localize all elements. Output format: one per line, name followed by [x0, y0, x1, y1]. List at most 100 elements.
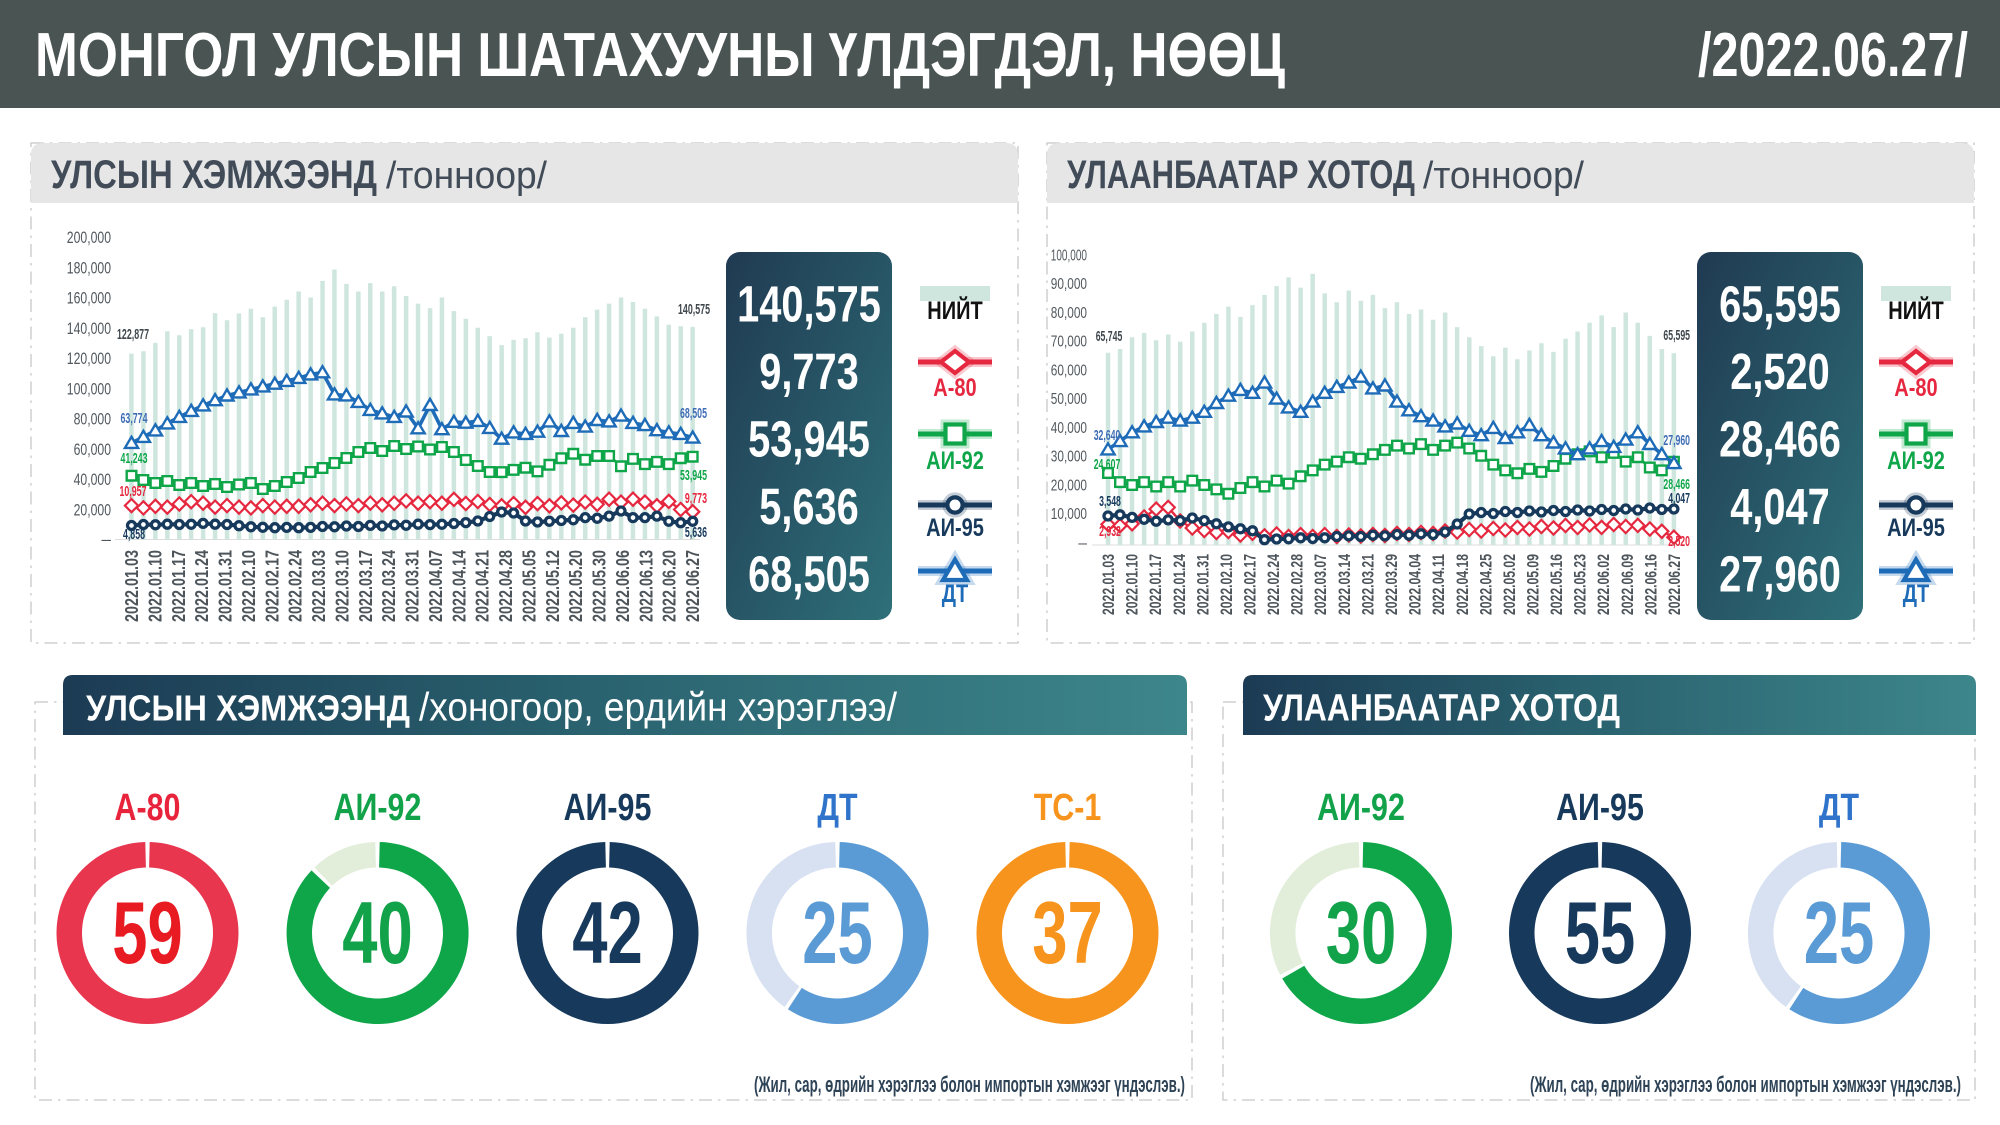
svg-text:2022.06.09: 2022.06.09 — [1619, 554, 1637, 615]
svg-text:180,000: 180,000 — [67, 258, 111, 277]
svg-text:2022.06.27: 2022.06.27 — [1666, 554, 1684, 615]
svg-text:42: 42 — [572, 883, 643, 982]
svg-text:2022.01.03: 2022.01.03 — [122, 550, 142, 622]
svg-text:2022.06.06: 2022.06.06 — [613, 550, 633, 622]
svg-text:2022.02.17: 2022.02.17 — [262, 550, 282, 622]
svg-text:ДТ: ДТ — [1903, 580, 1930, 608]
svg-text:60,000: 60,000 — [74, 440, 111, 459]
svg-text:2022.04.28: 2022.04.28 — [496, 550, 516, 622]
svg-text:37: 37 — [1032, 883, 1103, 982]
svg-text:28,466: 28,466 — [1719, 411, 1841, 468]
svg-text:3,548: 3,548 — [1099, 493, 1121, 510]
svg-text:65,745: 65,745 — [1096, 328, 1123, 345]
svg-text:2022.02.10: 2022.02.10 — [1218, 554, 1236, 615]
svg-text:27,960: 27,960 — [1663, 432, 1690, 449]
svg-text:20,000: 20,000 — [74, 500, 111, 519]
svg-text:АИ-95: АИ-95 — [1887, 514, 1945, 542]
svg-text:90,000: 90,000 — [1051, 276, 1087, 293]
svg-text:30: 30 — [1326, 883, 1397, 982]
svg-text:65,595: 65,595 — [1663, 327, 1690, 344]
svg-text:2022.03.17: 2022.03.17 — [356, 550, 376, 622]
svg-text:2022.04.14: 2022.04.14 — [449, 550, 469, 622]
svg-text:НИЙТ: НИЙТ — [1888, 295, 1943, 325]
svg-text:2,932: 2,932 — [1099, 523, 1121, 540]
svg-text:/хоногоор, ердийн хэрэглээ/: /хоногоор, ердийн хэрэглээ/ — [419, 686, 898, 730]
svg-text:АИ-92: АИ-92 — [1887, 447, 1945, 475]
svg-text:24,607: 24,607 — [1094, 456, 1121, 473]
svg-text:53,945: 53,945 — [748, 411, 870, 468]
svg-text:2022.01.24: 2022.01.24 — [192, 550, 212, 622]
svg-text:(Жил, сар, өдрийн хэрэглээ бол: (Жил, сар, өдрийн хэрэглээ болон импорты… — [754, 1072, 1185, 1097]
svg-text:2,520: 2,520 — [1730, 343, 1830, 400]
svg-text:НИЙТ: НИЙТ — [927, 295, 982, 325]
svg-text:2022.04.25: 2022.04.25 — [1477, 554, 1495, 615]
svg-text:80,000: 80,000 — [74, 410, 111, 429]
svg-text:2022.03.03: 2022.03.03 — [309, 550, 329, 622]
svg-text:А-80: А-80 — [115, 787, 181, 829]
svg-text:50,000: 50,000 — [1051, 391, 1087, 408]
svg-text:30,000: 30,000 — [1051, 449, 1087, 466]
svg-text:УЛААНБААТАР ХОТОД: УЛААНБААТАР ХОТОД — [1067, 153, 1415, 197]
svg-text:–: – — [1078, 535, 1087, 552]
svg-text:10,957: 10,957 — [120, 484, 147, 500]
svg-text:140,575: 140,575 — [737, 276, 881, 333]
svg-text:/тонноор/: /тонноор/ — [386, 155, 547, 197]
svg-text:140,000: 140,000 — [67, 319, 111, 338]
svg-text:АИ-95: АИ-95 — [1556, 787, 1644, 829]
svg-text:25: 25 — [1804, 883, 1875, 982]
svg-text:27,960: 27,960 — [1719, 546, 1841, 603]
svg-text:4,858: 4,858 — [123, 527, 145, 543]
svg-text:2022.05.05: 2022.05.05 — [519, 550, 539, 622]
svg-text:2022.04.07: 2022.04.07 — [426, 550, 446, 622]
svg-text:2,520: 2,520 — [1668, 533, 1690, 550]
svg-text:2022.01.24: 2022.01.24 — [1171, 553, 1189, 615]
svg-text:2022.04.21: 2022.04.21 — [473, 550, 493, 622]
svg-text:2022.01.10: 2022.01.10 — [145, 550, 165, 622]
svg-text:100,000: 100,000 — [67, 379, 111, 398]
svg-text:2022.06.02: 2022.06.02 — [1595, 554, 1613, 615]
svg-text:УЛСЫН ХЭМЖЭЭНД: УЛСЫН ХЭМЖЭЭНД — [51, 153, 377, 197]
svg-text:122,877: 122,877 — [117, 327, 149, 343]
svg-text:55: 55 — [1565, 883, 1636, 982]
svg-text:2022.03.24: 2022.03.24 — [379, 550, 399, 622]
svg-text:2022.01.17: 2022.01.17 — [169, 550, 189, 622]
svg-text:2022.01.03: 2022.01.03 — [1100, 554, 1118, 615]
svg-text:АИ-92: АИ-92 — [926, 447, 984, 475]
svg-text:65,595: 65,595 — [1719, 276, 1841, 333]
svg-text:/тонноор/: /тонноор/ — [1423, 155, 1584, 197]
svg-text:40,000: 40,000 — [1051, 420, 1087, 437]
svg-text:2022.03.21: 2022.03.21 — [1359, 554, 1377, 615]
svg-text:2022.04.18: 2022.04.18 — [1454, 554, 1472, 615]
svg-text:70,000: 70,000 — [1051, 334, 1087, 351]
svg-text:2022.05.30: 2022.05.30 — [590, 550, 610, 622]
svg-text:2022.03.29: 2022.03.29 — [1383, 554, 1401, 615]
svg-text:120,000: 120,000 — [67, 349, 111, 368]
svg-text:ДТ: ДТ — [942, 580, 969, 608]
svg-text:20,000: 20,000 — [1051, 477, 1087, 494]
svg-text:2022.05.02: 2022.05.02 — [1501, 554, 1519, 615]
svg-text:68,505: 68,505 — [680, 406, 707, 422]
svg-text:ДТ: ДТ — [1819, 787, 1859, 829]
svg-text:40,000: 40,000 — [74, 470, 111, 489]
svg-text:2022.02.24: 2022.02.24 — [1265, 553, 1283, 615]
svg-text:2022.03.07: 2022.03.07 — [1312, 554, 1330, 615]
svg-text:2022.01.17: 2022.01.17 — [1147, 554, 1165, 615]
svg-text:2022.05.09: 2022.05.09 — [1525, 554, 1543, 615]
svg-text:АИ-95: АИ-95 — [926, 514, 984, 542]
svg-text:2022.06.27: 2022.06.27 — [683, 550, 703, 622]
svg-text:2022.02.28: 2022.02.28 — [1289, 554, 1307, 615]
svg-text:2022.01.31: 2022.01.31 — [216, 550, 236, 622]
svg-text:41,243: 41,243 — [121, 451, 148, 467]
svg-text:2022.05.12: 2022.05.12 — [543, 550, 563, 622]
svg-text:АИ-92: АИ-92 — [1317, 787, 1405, 829]
svg-text:/2022.06.27/: /2022.06.27/ — [1698, 21, 1968, 90]
svg-text:А-80: А-80 — [1894, 374, 1937, 402]
svg-text:2022.06.13: 2022.06.13 — [636, 550, 656, 622]
svg-text:9,773: 9,773 — [759, 343, 859, 400]
svg-text:АИ-95: АИ-95 — [564, 787, 652, 829]
svg-text:(Жил, сар, өдрийн хэрэглээ бол: (Жил, сар, өдрийн хэрэглээ болон импорты… — [1530, 1072, 1961, 1097]
svg-text:2022.05.16: 2022.05.16 — [1548, 554, 1566, 615]
svg-text:25: 25 — [802, 883, 873, 982]
svg-text:28,466: 28,466 — [1663, 476, 1690, 493]
svg-text:4,047: 4,047 — [1730, 478, 1830, 535]
